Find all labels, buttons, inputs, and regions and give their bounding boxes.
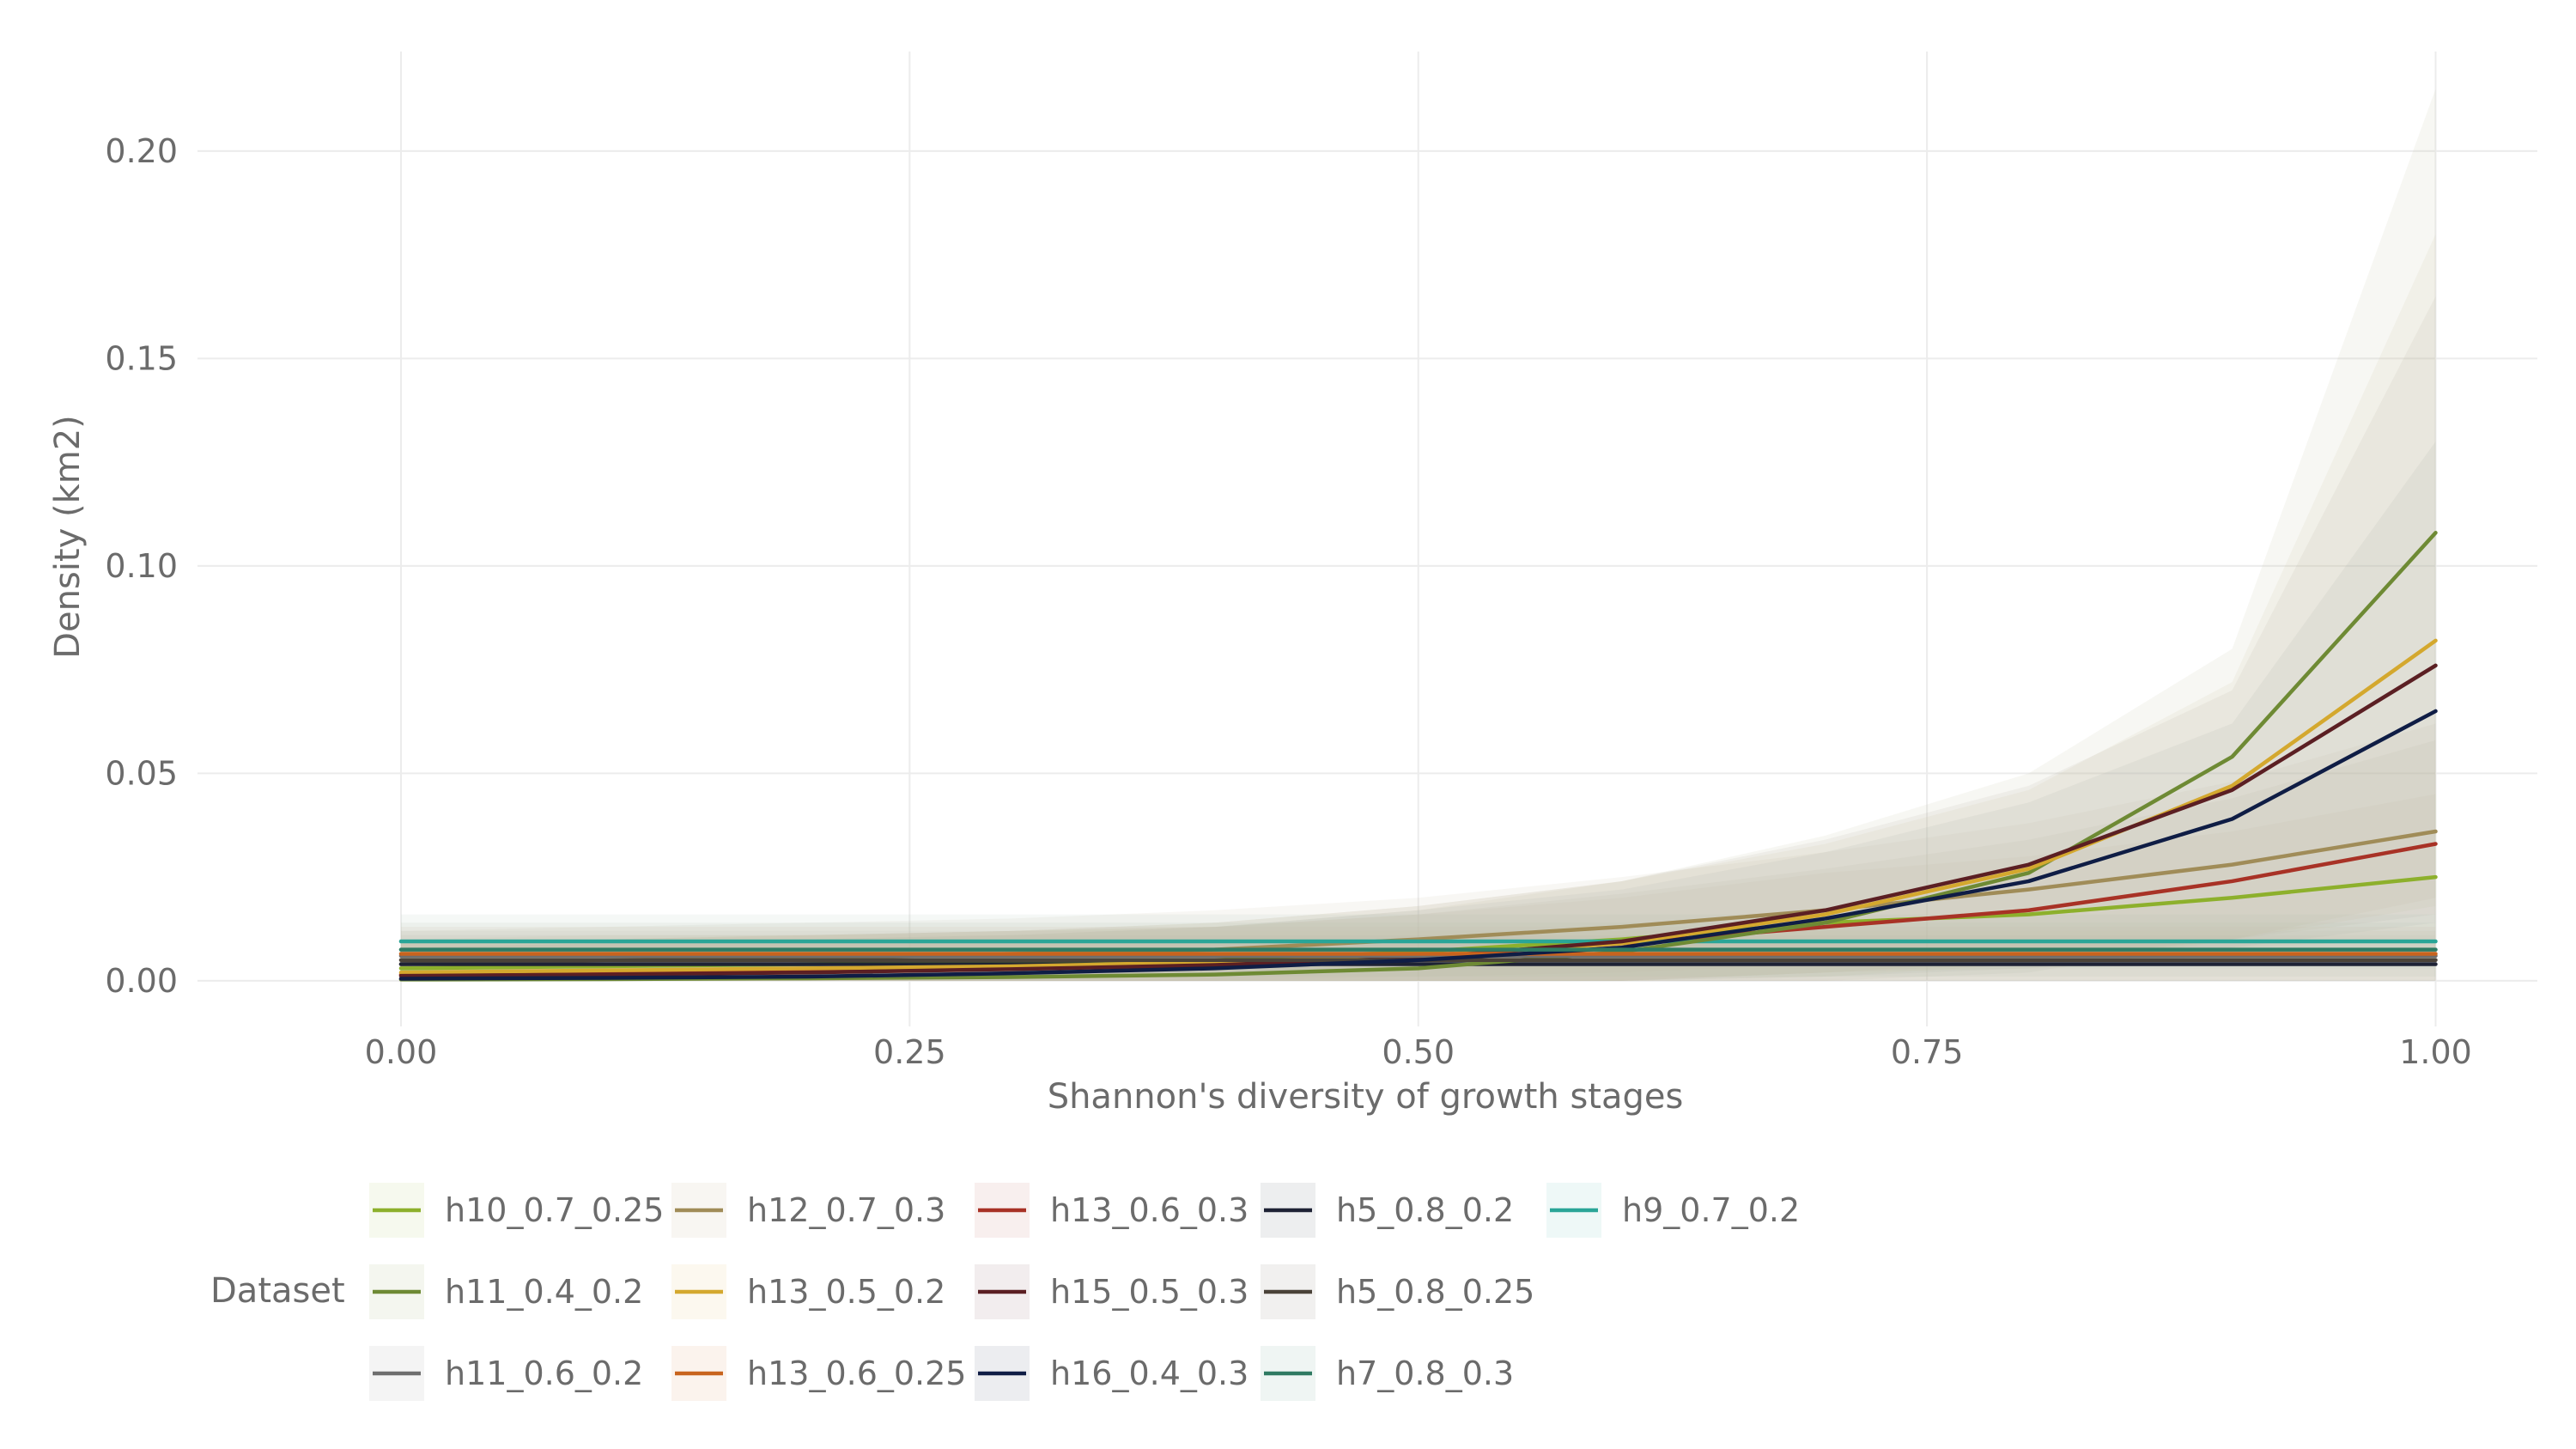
confidence-band-h10_0.7_0.25 <box>400 794 2436 981</box>
confidence-band-h12_0.7_0.3 <box>400 723 2436 981</box>
legend-item-h11_0.6_0.2: h11_0.6_0.2 <box>369 1346 643 1401</box>
legend-label: h9_0.7_0.2 <box>1622 1191 1800 1229</box>
x-tick-label: 0.00 <box>365 1033 438 1071</box>
legend-label: h10_0.7_0.25 <box>445 1191 664 1229</box>
x-axis-ticks: 0.00 0.25 0.50 0.75 1.00 <box>365 1033 2472 1071</box>
y-tick-label: 0.20 <box>105 132 178 170</box>
confidence-band-h13_0.5_0.2 <box>400 234 2436 981</box>
legend-label: h5_0.8_0.25 <box>1336 1273 1534 1311</box>
x-tick-label: 0.75 <box>1891 1033 1964 1071</box>
confidence-band-h13_0.6_0.3 <box>400 740 2436 981</box>
x-tick-label: 0.50 <box>1382 1033 1455 1071</box>
series-line-h15_0.5_0.3 <box>398 663 2438 978</box>
legend-item-h5_0.8_0.25: h5_0.8_0.25 <box>1261 1264 1534 1319</box>
x-tick-label: 1.00 <box>2399 1033 2472 1071</box>
y-tick-label: 0.10 <box>105 547 178 585</box>
legend-label: h13_0.5_0.2 <box>747 1273 945 1311</box>
x-axis-title: Shannon's diversity of growth stages <box>1048 1077 1684 1117</box>
legend-item-h7_0.8_0.3: h7_0.8_0.3 <box>1261 1346 1514 1401</box>
y-tick-label: 0.15 <box>105 339 178 377</box>
legend-label: h7_0.8_0.3 <box>1336 1355 1514 1392</box>
legend-item-h15_0.5_0.3: h15_0.5_0.3 <box>975 1264 1249 1319</box>
legend: Dataset h10_0.7_0.25 h12_0.7_0.3 h13_0.6_0… <box>210 1183 1800 1401</box>
legend-label: h11_0.4_0.2 <box>445 1273 643 1311</box>
y-axis-title: Density (km2) <box>48 415 88 659</box>
legend-item-h11_0.4_0.2: h11_0.4_0.2 <box>369 1264 643 1319</box>
legend-item-h13_0.6_0.3: h13_0.6_0.3 <box>975 1183 1249 1238</box>
legend-label: h12_0.7_0.3 <box>747 1191 945 1229</box>
legend-item-h9_0.7_0.2: h9_0.7_0.2 <box>1546 1183 1800 1238</box>
legend-label: h16_0.4_0.3 <box>1050 1355 1249 1392</box>
legend-label: h11_0.6_0.2 <box>445 1355 643 1392</box>
confidence-band-h15_0.5_0.3 <box>400 295 2436 981</box>
legend-item-h16_0.4_0.3: h16_0.4_0.3 <box>975 1346 1249 1401</box>
confidence-band-h16_0.4_0.3 <box>400 441 2436 981</box>
legend-item-h12_0.7_0.3: h12_0.7_0.3 <box>671 1183 945 1238</box>
legend-label: h5_0.8_0.2 <box>1336 1191 1514 1229</box>
legend-label: h15_0.5_0.3 <box>1050 1273 1249 1311</box>
legend-item-h13_0.6_0.25: h13_0.6_0.25 <box>671 1346 966 1401</box>
legend-item-h10_0.7_0.25: h10_0.7_0.25 <box>369 1183 664 1238</box>
y-tick-label: 0.05 <box>105 754 178 792</box>
x-tick-label: 0.25 <box>873 1033 946 1071</box>
legend-label: h13_0.6_0.3 <box>1050 1191 1249 1229</box>
confidence-band-h11_0.4_0.2 <box>400 88 2436 981</box>
y-tick-label: 0.00 <box>105 962 178 1000</box>
legend-item-h5_0.8_0.2: h5_0.8_0.2 <box>1261 1183 1514 1238</box>
legend-title: Dataset <box>210 1271 345 1311</box>
series-lines <box>398 531 2438 982</box>
y-axis-ticks: 0.00 0.05 0.10 0.15 0.20 <box>105 132 178 1000</box>
series-line-h16_0.4_0.3 <box>398 709 2438 981</box>
legend-item-h13_0.5_0.2: h13_0.5_0.2 <box>671 1264 945 1319</box>
legend-label: h13_0.6_0.25 <box>747 1355 966 1392</box>
